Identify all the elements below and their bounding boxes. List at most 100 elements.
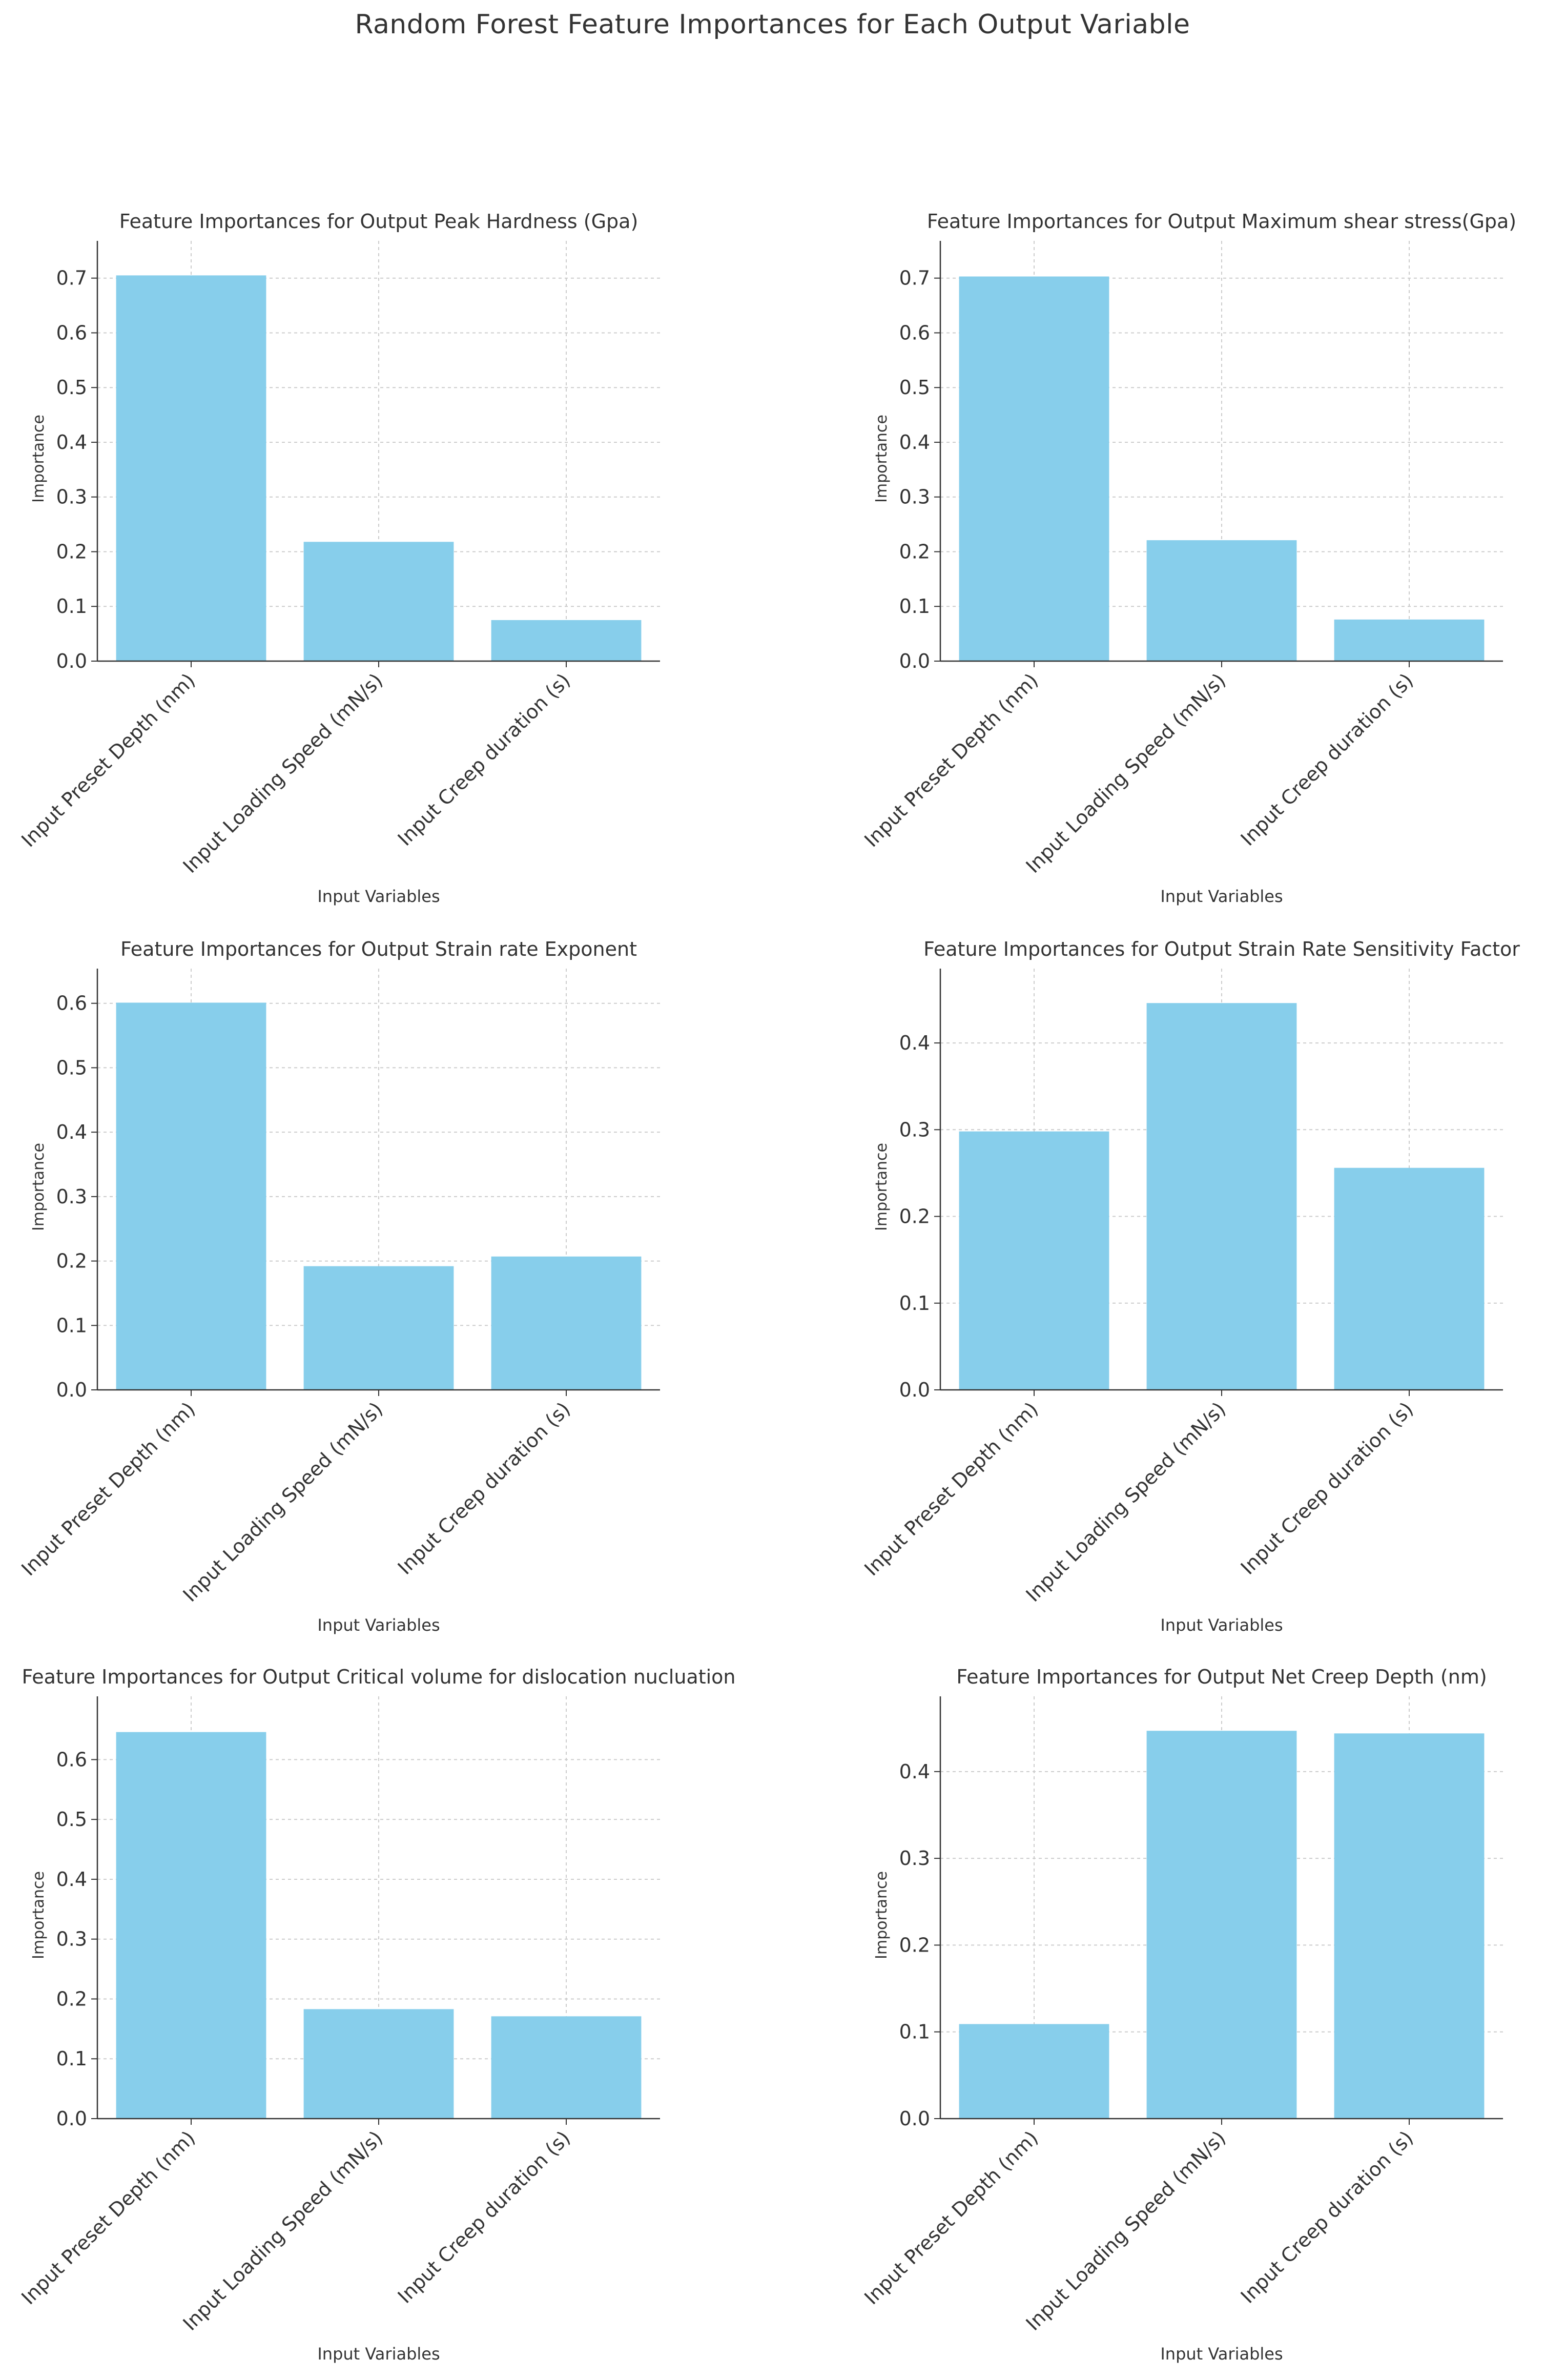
y-tick-label: 0.0: [899, 2107, 930, 2130]
bar: [116, 1002, 266, 1390]
x-tick-label: Input Loading Speed (mN/s): [179, 2126, 387, 2335]
x-tick-label: Input Creep duration (s): [1237, 2126, 1418, 2308]
y-tick-label: 0.2: [899, 1934, 930, 1956]
x-tick-label: Input Loading Speed (mN/s): [179, 669, 387, 877]
x-tick-label: Input Loading Speed (mN/s): [179, 1398, 387, 1606]
chart-3: 0.0 0.1 0.2 0.3 0.4 0.5 0.6 Input Preset Depth …: [17, 938, 660, 1635]
figure-title: Random Forest Feature Importances for Ea…: [355, 9, 1190, 40]
bar: [1146, 540, 1297, 661]
x-tick-label: Input Creep duration (s): [394, 2126, 575, 2308]
y-tick-label: 0.4: [56, 431, 87, 454]
y-tick-label: 0.0: [56, 2107, 87, 2130]
x-tick-label: Input Creep duration (s): [394, 669, 575, 850]
y-tick-label: 0.1: [56, 2047, 87, 2070]
chart-title: Feature Importances for Output Strain Ra…: [923, 938, 1520, 960]
y-axis-title: Importance: [30, 415, 48, 503]
x-tick-label: Input Preset Depth (nm): [17, 669, 199, 851]
x-tick-label: Input Preset Depth (nm): [860, 2126, 1042, 2309]
chart-title: Feature Importances for Output Critical …: [22, 1666, 736, 1688]
x-axis-title: Input Variables: [317, 2344, 440, 2364]
chart-title: Feature Importances for Output Maximum s…: [927, 210, 1516, 233]
bar: [1146, 1003, 1297, 1390]
bar: [1334, 619, 1485, 661]
chart-1: 0.0 0.1 0.2 0.3 0.4 0.5 0.6 0.7 Input Preset Dep…: [17, 210, 660, 906]
chart-2: 0.0 0.1 0.2 0.3 0.4 0.5 0.6 0.7 Input Preset Dep…: [860, 210, 1516, 906]
y-tick-label: 0.4: [56, 1121, 87, 1143]
y-tick-label: 0.0: [899, 650, 930, 672]
y-tick-label: 0.1: [899, 2021, 930, 2043]
y-tick-label: 0.4: [56, 1868, 87, 1891]
y-tick-label: 0.3: [56, 1185, 87, 1208]
bar: [1334, 1733, 1485, 2119]
y-tick-label: 0.5: [56, 1808, 87, 1831]
y-tick-label: 0.2: [56, 1987, 87, 2010]
y-tick-label: 0.5: [56, 1056, 87, 1079]
y-tick-label: 0.5: [899, 376, 930, 399]
x-tick-label: Input Creep duration (s): [394, 1398, 575, 1579]
x-tick-label: Input Preset Depth (nm): [860, 1398, 1042, 1580]
y-tick-label: 0.1: [56, 1314, 87, 1337]
bar: [303, 542, 454, 661]
y-tick-label: 0.2: [899, 1205, 930, 1228]
y-tick-label: 0.2: [56, 540, 87, 563]
y-tick-label: 0.1: [899, 1292, 930, 1315]
bar: [116, 275, 266, 661]
y-tick-label: 0.0: [899, 1379, 930, 1401]
x-tick-label: Input Preset Depth (nm): [17, 2126, 199, 2309]
y-tick-label: 0.3: [56, 486, 87, 508]
x-tick-label: Input Creep duration (s): [1237, 1398, 1418, 1579]
y-tick-label: 0.7: [56, 267, 87, 290]
y-axis-title: Importance: [873, 1871, 891, 1959]
y-tick-label: 0.4: [899, 1032, 930, 1054]
y-tick-label: 0.5: [56, 376, 87, 399]
y-axis-title: Importance: [873, 1143, 891, 1231]
x-axis-title: Input Variables: [1160, 2344, 1283, 2364]
x-tick-label: Input Preset Depth (nm): [860, 669, 1042, 851]
y-tick-label: 0.6: [56, 992, 87, 1015]
y-tick-label: 0.4: [899, 1760, 930, 1783]
x-axis-title: Input Variables: [1160, 1615, 1283, 1635]
y-tick-label: 0.2: [899, 540, 930, 563]
bar: [959, 1131, 1109, 1390]
bar: [1146, 1731, 1297, 2119]
chart-title: Feature Importances for Output Strain ra…: [120, 938, 637, 960]
x-tick-label: Input Loading Speed (mN/s): [1022, 2126, 1230, 2335]
y-tick-label: 0.1: [899, 595, 930, 618]
y-tick-label: 0.3: [56, 1928, 87, 1951]
x-axis-title: Input Variables: [317, 1615, 440, 1635]
y-tick-label: 0.6: [56, 321, 87, 344]
bar: [491, 2016, 642, 2119]
x-axis-title: Input Variables: [1160, 887, 1283, 906]
x-tick-label: Input Loading Speed (mN/s): [1022, 1398, 1230, 1606]
chart-title: Feature Importances for Output Peak Hard…: [119, 210, 638, 233]
y-tick-label: 0.1: [56, 595, 87, 618]
bar: [303, 1266, 454, 1390]
y-tick-label: 0.2: [56, 1250, 87, 1273]
y-tick-label: 0.4: [899, 431, 930, 454]
bar: [491, 620, 642, 661]
x-axis-title: Input Variables: [317, 887, 440, 906]
bar: [491, 1256, 642, 1390]
bar: [303, 2009, 454, 2119]
bar: [1334, 1167, 1485, 1390]
bar: [116, 1732, 266, 2119]
y-tick-label: 0.3: [899, 486, 930, 508]
y-tick-label: 0.0: [56, 650, 87, 672]
y-tick-label: 0.3: [899, 1847, 930, 1870]
chart-title: Feature Importances for Output Net Creep…: [956, 1666, 1487, 1688]
y-tick-label: 0.3: [899, 1118, 930, 1141]
bar: [959, 276, 1109, 661]
x-tick-label: Input Creep duration (s): [1237, 669, 1418, 850]
x-tick-label: Input Preset Depth (nm): [17, 1398, 199, 1580]
y-tick-label: 0.0: [56, 1379, 87, 1401]
y-axis-title: Importance: [873, 415, 891, 503]
y-axis-title: Importance: [30, 1143, 48, 1231]
x-tick-label: Input Loading Speed (mN/s): [1022, 669, 1230, 877]
y-axis-title: Importance: [30, 1871, 48, 1959]
y-tick-label: 0.7: [899, 267, 930, 290]
chart-5: 0.0 0.1 0.2 0.3 0.4 0.5 0.6 Input Preset Depth …: [17, 1666, 735, 2364]
